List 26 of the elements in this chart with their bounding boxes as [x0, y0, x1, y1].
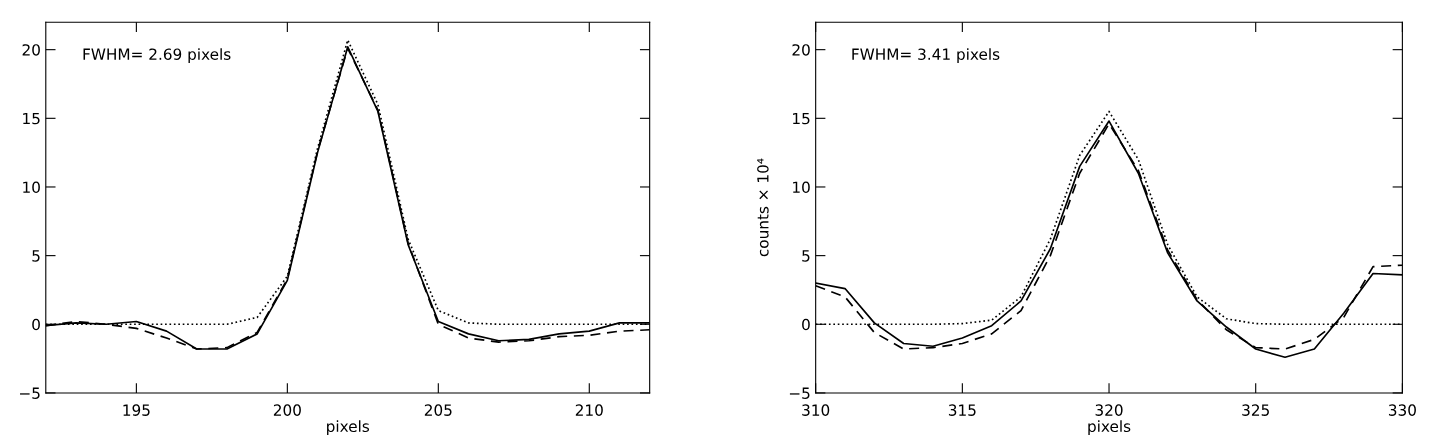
x-tick-label: 310: [802, 404, 830, 416]
y-tick-label: −5: [789, 387, 810, 399]
x-tick-label: 320: [1095, 404, 1123, 416]
y-tick-label: 10: [793, 181, 810, 193]
x-tick-label: 315: [948, 404, 976, 416]
x-axis-title: pixels: [327, 420, 370, 436]
y-tick-label: 20: [22, 44, 40, 56]
y-axis-title: counts × 10⁴: [757, 158, 769, 257]
y-tick-label: 0: [802, 318, 810, 331]
x-tick-label: 325: [1242, 404, 1269, 416]
x-tick-label: 330: [1388, 404, 1416, 416]
x-tick-label: 195: [123, 404, 150, 416]
y-tick-label: 20: [792, 44, 810, 56]
x-tick-label: 210: [575, 404, 603, 416]
y-tick-label: 15: [23, 112, 40, 125]
y-tick-label: 0: [32, 318, 40, 331]
x-tick-label: 205: [424, 404, 452, 416]
annotation: FWHM= 2.69 pixels: [83, 48, 231, 63]
x-axis-title: pixels: [1088, 420, 1131, 436]
y-tick-label: 15: [793, 112, 810, 125]
x-tick-label: 200: [273, 404, 301, 416]
y-tick-label: 5: [32, 250, 40, 262]
y-tick-label: −5: [20, 387, 40, 399]
annotation: FWHM= 3.41 pixels: [852, 48, 1000, 63]
y-tick-label: 5: [802, 250, 810, 262]
y-tick-label: 10: [23, 181, 40, 193]
